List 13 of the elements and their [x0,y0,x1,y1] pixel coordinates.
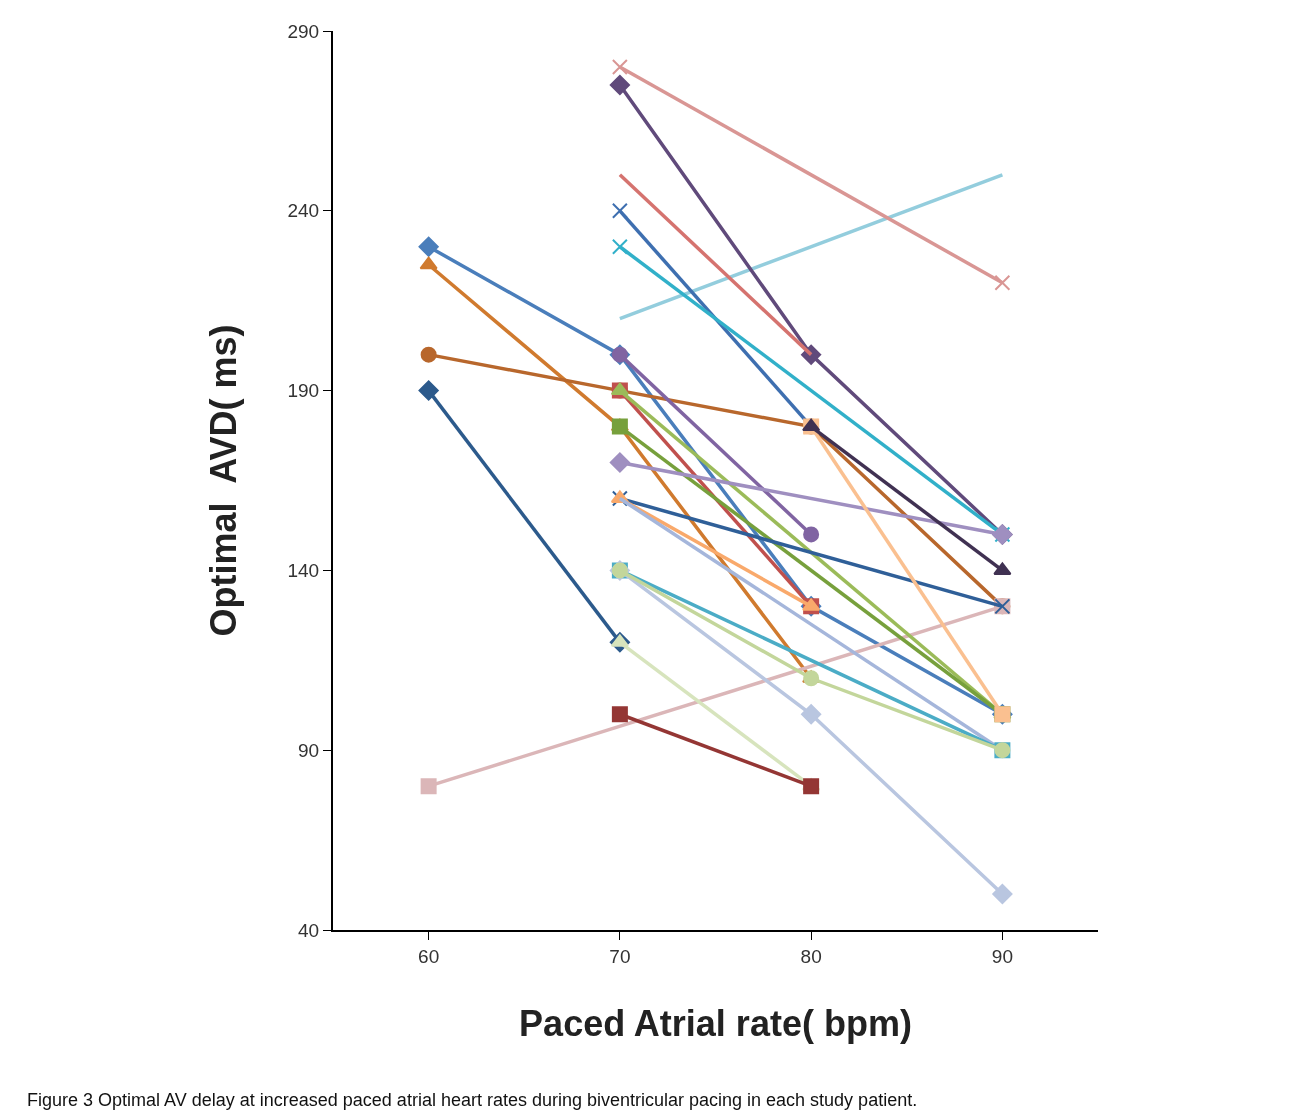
y-tick-label: 190 [287,380,320,402]
y-tick-label: 290 [287,20,320,42]
y-tick-label: 40 [298,919,320,941]
caption: Figure 3 Optimal AV delay at increased paced atrial heart rates during biventricular pacing in each study patient. [27,1090,918,1110]
y-tick-label: 240 [287,200,320,222]
x-tick-label: 60 [418,945,440,967]
y-axis-title: Optimal AVD( ms) [202,324,244,637]
x-tick-label: 90 [991,945,1013,967]
x-tick-label: 80 [800,945,822,967]
x-axis-title: Paced Atrial rate( bpm) [519,1003,912,1044]
x-tick-label: 70 [609,945,631,967]
y-tick-label: 140 [287,560,320,582]
y-tick-label: 90 [298,739,320,761]
